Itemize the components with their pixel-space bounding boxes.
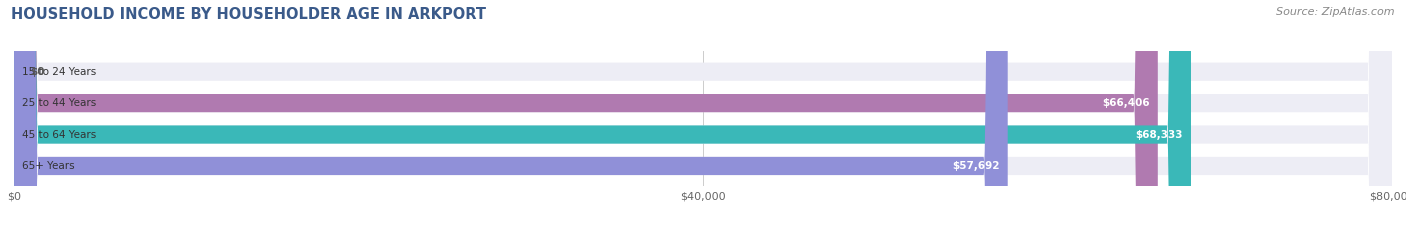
FancyBboxPatch shape (14, 0, 1392, 233)
FancyBboxPatch shape (14, 0, 1157, 233)
FancyBboxPatch shape (14, 0, 1392, 233)
Text: Source: ZipAtlas.com: Source: ZipAtlas.com (1277, 7, 1395, 17)
Text: 65+ Years: 65+ Years (22, 161, 75, 171)
Text: 15 to 24 Years: 15 to 24 Years (22, 67, 97, 77)
Text: $57,692: $57,692 (952, 161, 1000, 171)
FancyBboxPatch shape (14, 0, 1008, 233)
FancyBboxPatch shape (14, 0, 1392, 233)
FancyBboxPatch shape (14, 0, 1191, 233)
Text: HOUSEHOLD INCOME BY HOUSEHOLDER AGE IN ARKPORT: HOUSEHOLD INCOME BY HOUSEHOLDER AGE IN A… (11, 7, 486, 22)
FancyBboxPatch shape (14, 0, 1392, 233)
Text: 45 to 64 Years: 45 to 64 Years (22, 130, 97, 140)
Text: $68,333: $68,333 (1135, 130, 1182, 140)
Text: $66,406: $66,406 (1102, 98, 1150, 108)
Text: $0: $0 (31, 67, 45, 77)
Text: 25 to 44 Years: 25 to 44 Years (22, 98, 97, 108)
